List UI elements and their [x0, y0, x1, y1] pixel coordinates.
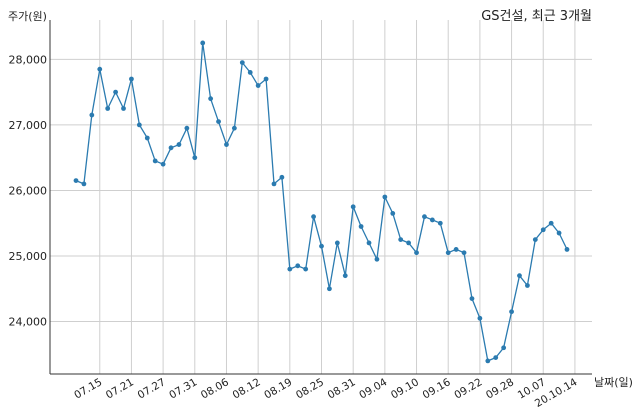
data-point	[334, 240, 340, 246]
data-point	[461, 250, 467, 256]
data-point	[485, 358, 491, 364]
data-point	[406, 240, 412, 246]
data-point	[548, 220, 554, 226]
x-tick-label: 09.22	[452, 376, 484, 401]
y-tick-label: 28,000	[9, 53, 48, 66]
data-point	[208, 96, 214, 102]
x-tick-label: 07.27	[136, 376, 168, 401]
data-point	[81, 181, 87, 187]
grid	[50, 20, 592, 374]
data-point	[429, 217, 435, 223]
data-point	[255, 83, 261, 88]
data-point	[168, 145, 174, 151]
data-point	[382, 194, 388, 200]
data-point	[89, 112, 95, 118]
data-point	[303, 266, 309, 272]
data-point	[271, 181, 277, 187]
x-tick-label: 08.31	[326, 376, 358, 401]
data-point	[564, 247, 570, 252]
x-tick-label: 08.06	[199, 376, 231, 402]
data-point	[311, 214, 316, 220]
data-point	[366, 240, 372, 246]
x-tick-label: 09.04	[357, 376, 389, 402]
data-point	[279, 174, 285, 180]
data-point	[184, 125, 190, 131]
data-point	[437, 220, 443, 226]
data-point	[501, 345, 507, 351]
data-point	[414, 250, 419, 256]
y-ticks: 24,000 25,000 26,000 27,000 28,000	[9, 53, 48, 328]
data-point	[136, 122, 142, 128]
x-tick-label: 09.10	[389, 376, 421, 401]
data-point	[540, 227, 546, 233]
data-point	[192, 155, 198, 161]
data-point	[327, 286, 332, 292]
data-point	[477, 315, 483, 321]
x-tick-label: 08.19	[262, 376, 294, 401]
data-point	[517, 273, 522, 279]
data-point	[231, 125, 237, 131]
data-point	[358, 224, 364, 229]
x-tick-label: 07.15	[72, 376, 104, 401]
y-tick-label: 27,000	[9, 119, 48, 132]
data-point	[160, 161, 166, 167]
series	[73, 40, 570, 364]
data-point	[556, 230, 562, 236]
y-axis-label: 주가(원)	[8, 10, 47, 23]
axes	[49, 20, 592, 375]
data-point	[263, 76, 269, 82]
data-point	[453, 247, 459, 252]
x-ticks: 07.15 07.21 07.27 07.31 08.06 08.12 08.19 08.25…	[72, 376, 579, 410]
data-point	[374, 256, 380, 262]
data-point	[200, 40, 206, 46]
y-tick-label: 24,000	[9, 316, 48, 329]
data-point	[152, 158, 158, 164]
data-point	[525, 283, 530, 288]
data-point	[319, 243, 324, 249]
data-point	[445, 250, 451, 256]
data-point	[390, 210, 396, 216]
data-point	[97, 66, 103, 72]
data-point	[129, 76, 134, 82]
data-point	[176, 142, 182, 147]
data-point	[105, 106, 111, 111]
data-point	[493, 355, 499, 361]
y-tick-label: 25,000	[9, 250, 48, 263]
data-point	[469, 296, 475, 302]
data-point	[73, 178, 79, 184]
y-tick-label: 26,000	[9, 184, 48, 197]
data-point	[509, 309, 514, 315]
data-point	[342, 273, 348, 279]
data-point	[239, 60, 245, 66]
data-point	[287, 266, 293, 272]
x-tick-label: 07.21	[104, 376, 136, 401]
data-point	[216, 119, 221, 125]
chart-title: GS건설, 최근 3개월	[481, 9, 592, 24]
x-axis-label: 날짜(일)	[594, 376, 633, 389]
data-point	[121, 106, 126, 111]
data-point	[113, 89, 118, 95]
data-point	[350, 204, 356, 210]
x-tick-label: 07.31	[167, 376, 199, 401]
x-tick-label: 09.16	[421, 376, 453, 402]
data-point	[422, 214, 427, 220]
data-point	[247, 70, 253, 75]
data-point	[144, 135, 150, 141]
x-tick-label: 09.28	[484, 376, 516, 401]
x-tick-label: 08.25	[294, 376, 326, 401]
data-point	[532, 237, 538, 243]
data-point	[295, 263, 301, 269]
data-point	[224, 142, 229, 147]
x-tick-label: 08.12	[231, 376, 263, 401]
data-point	[398, 237, 404, 243]
